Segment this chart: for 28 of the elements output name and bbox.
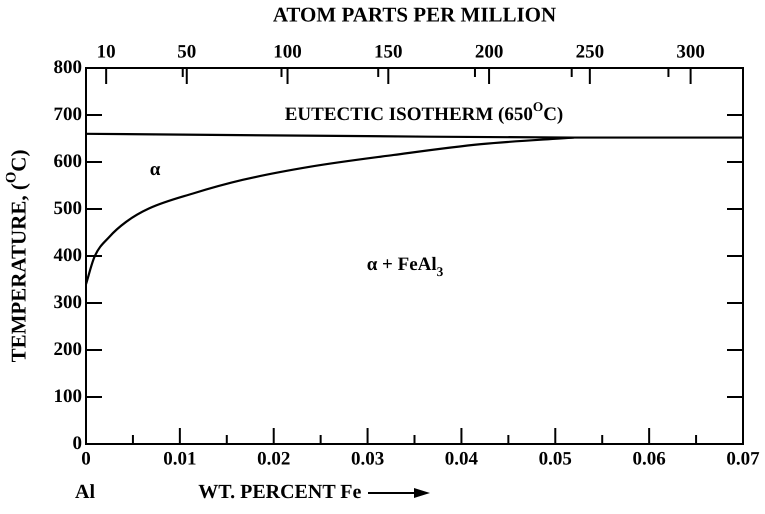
y-axis-title: TEMPERATURE, (OC) bbox=[3, 150, 30, 362]
x2-tick-label: 300 bbox=[676, 42, 705, 63]
y-tick-label: 800 bbox=[54, 56, 82, 78]
x2-tick-label: 100 bbox=[273, 42, 302, 63]
x-tick-label: 0.07 bbox=[726, 448, 760, 470]
x2-tick-label: 10 bbox=[96, 42, 116, 63]
x-tick-label: 0.06 bbox=[632, 448, 666, 470]
y-tick-label: 600 bbox=[54, 150, 82, 172]
x2-tick-label: 250 bbox=[576, 42, 604, 63]
y-tick-label: 100 bbox=[54, 386, 82, 407]
y-tick-label: 300 bbox=[54, 292, 82, 313]
y-tick-label: 500 bbox=[54, 198, 82, 219]
y-tick-label: 200 bbox=[54, 338, 82, 360]
x-tick-label: 0.01 bbox=[163, 448, 196, 470]
x-tick-label: 0.03 bbox=[350, 448, 384, 470]
x-axis-title: WT. PERCENT Fe bbox=[198, 481, 362, 504]
y-tick-label: 400 bbox=[54, 244, 82, 266]
x2-tick-label: 200 bbox=[474, 42, 504, 63]
y-tick-label: 0 bbox=[72, 432, 82, 454]
x-tick-label: 0.05 bbox=[538, 448, 572, 470]
x2-tick-label: 50 bbox=[177, 42, 196, 63]
annotation: α bbox=[150, 158, 161, 180]
text: Al bbox=[75, 481, 96, 504]
x-tick-label: 0.02 bbox=[257, 448, 290, 470]
x2-tick-label: 150 bbox=[374, 42, 403, 63]
y-tick-label: 700 bbox=[54, 104, 82, 125]
x2-axis-title: ATOM PARTS PER MILLION bbox=[272, 2, 556, 26]
x-tick-label: 0.04 bbox=[444, 448, 479, 470]
